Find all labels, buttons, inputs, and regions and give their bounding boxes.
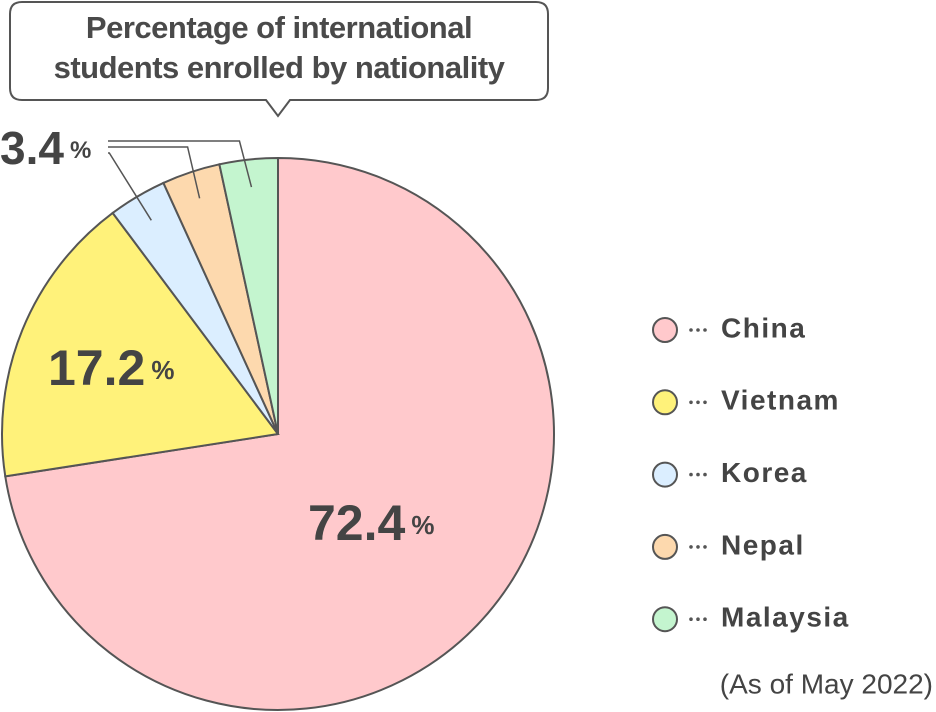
legend-dot [703, 472, 707, 477]
legend-swatch [652, 606, 678, 633]
value-unit: % [70, 137, 91, 164]
legend-dot [703, 328, 707, 332]
value-label: 72.4% [308, 495, 434, 551]
legend-dot [696, 472, 700, 477]
legend-label: Vietnam [721, 385, 840, 416]
legend-label: Nepal [721, 529, 805, 560]
legend-label: Korea [721, 457, 808, 488]
legend-dot [689, 472, 693, 477]
value-number: 17.2 [48, 340, 145, 396]
value-number: 3.4 [0, 122, 64, 174]
pie-slice [4, 156, 555, 711]
legend-dot [689, 617, 693, 621]
value-unit: % [151, 355, 174, 385]
legend-dot [703, 400, 707, 405]
legend-dot [689, 400, 693, 405]
legend-dot [696, 545, 700, 549]
pie-slice [218, 156, 279, 435]
value-label: 17.2% [48, 340, 174, 396]
legend-dot [689, 328, 693, 332]
chart-title: Percentage of international students enr… [53, 10, 505, 85]
leader-line [108, 152, 152, 221]
value-number: 72.4 [308, 495, 406, 551]
legend-label: Malaysia [721, 602, 850, 633]
leader-line [108, 140, 253, 188]
leader-line [108, 146, 201, 199]
legend-dot [696, 328, 700, 332]
legend-swatch [652, 461, 678, 488]
value-label: 3.4% [0, 122, 91, 174]
legend-label: China [721, 312, 806, 343]
note: (As of May 2022) [720, 668, 933, 699]
value-unit: % [411, 510, 434, 540]
legend-dot [689, 545, 693, 549]
pie-slice [1, 211, 280, 478]
legend-dot [696, 400, 700, 405]
legend-swatch [652, 533, 678, 560]
legend-dot [696, 617, 700, 621]
legend-dot [703, 545, 707, 549]
legend-swatch [652, 389, 678, 416]
title-bubble [9, 1, 549, 118]
legend-dot [703, 617, 707, 621]
legend-swatch [652, 317, 678, 343]
